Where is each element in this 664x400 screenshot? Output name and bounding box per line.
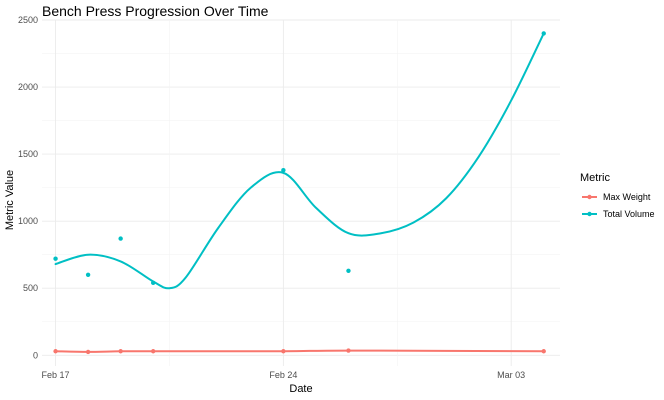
total-volume-point: [346, 268, 351, 273]
max-weight-point: [281, 349, 286, 354]
chart-title: Bench Press Progression Over Time: [42, 3, 269, 19]
max-weight-point: [118, 349, 123, 354]
series-layer: [53, 31, 546, 355]
legend-title: Metric: [580, 172, 610, 184]
y-tick-label: 1500: [18, 149, 38, 159]
legend-label: Total Volume: [603, 209, 655, 219]
y-tick-label: 500: [23, 283, 38, 293]
total-volume-point: [150, 280, 156, 286]
legend-label: Max Weight: [603, 192, 651, 202]
max-weight-point: [53, 349, 58, 354]
x-tick-label: Feb 17: [42, 370, 70, 380]
total-volume-point: [53, 256, 58, 261]
y-tick-label: 1000: [18, 216, 38, 226]
x-tick-label: Mar 03: [497, 370, 525, 380]
max-weight-point: [150, 349, 156, 354]
axis-layer: 0 500 1000 1500 2000 2500 Feb 17 Feb 24 Mar 03: [18, 15, 525, 380]
x-tick-label: Feb 24: [269, 370, 297, 380]
total-volume-point: [281, 168, 286, 173]
y-axis-title: Metric Value: [4, 170, 16, 230]
y-tick-label: 2500: [18, 15, 38, 25]
total-volume-point: [85, 272, 91, 278]
y-tick-label: 0: [33, 350, 38, 360]
max-weight-trend-line: [54, 349, 545, 353]
y-tick-label: 2000: [18, 82, 38, 92]
max-weight-point: [346, 348, 351, 353]
grid-layer: [42, 19, 560, 366]
total-volume-point: [541, 31, 546, 36]
legend-key-point: [587, 211, 592, 217]
max-weight-point: [541, 349, 546, 354]
total-volume-point: [118, 236, 123, 241]
x-axis-title: Date: [289, 383, 312, 395]
legend: Metric Max Weight Total Volume: [580, 172, 655, 219]
max-weight-point: [85, 349, 91, 355]
total-volume-trend-line: [54, 32, 545, 290]
legend-key-point: [587, 194, 592, 200]
